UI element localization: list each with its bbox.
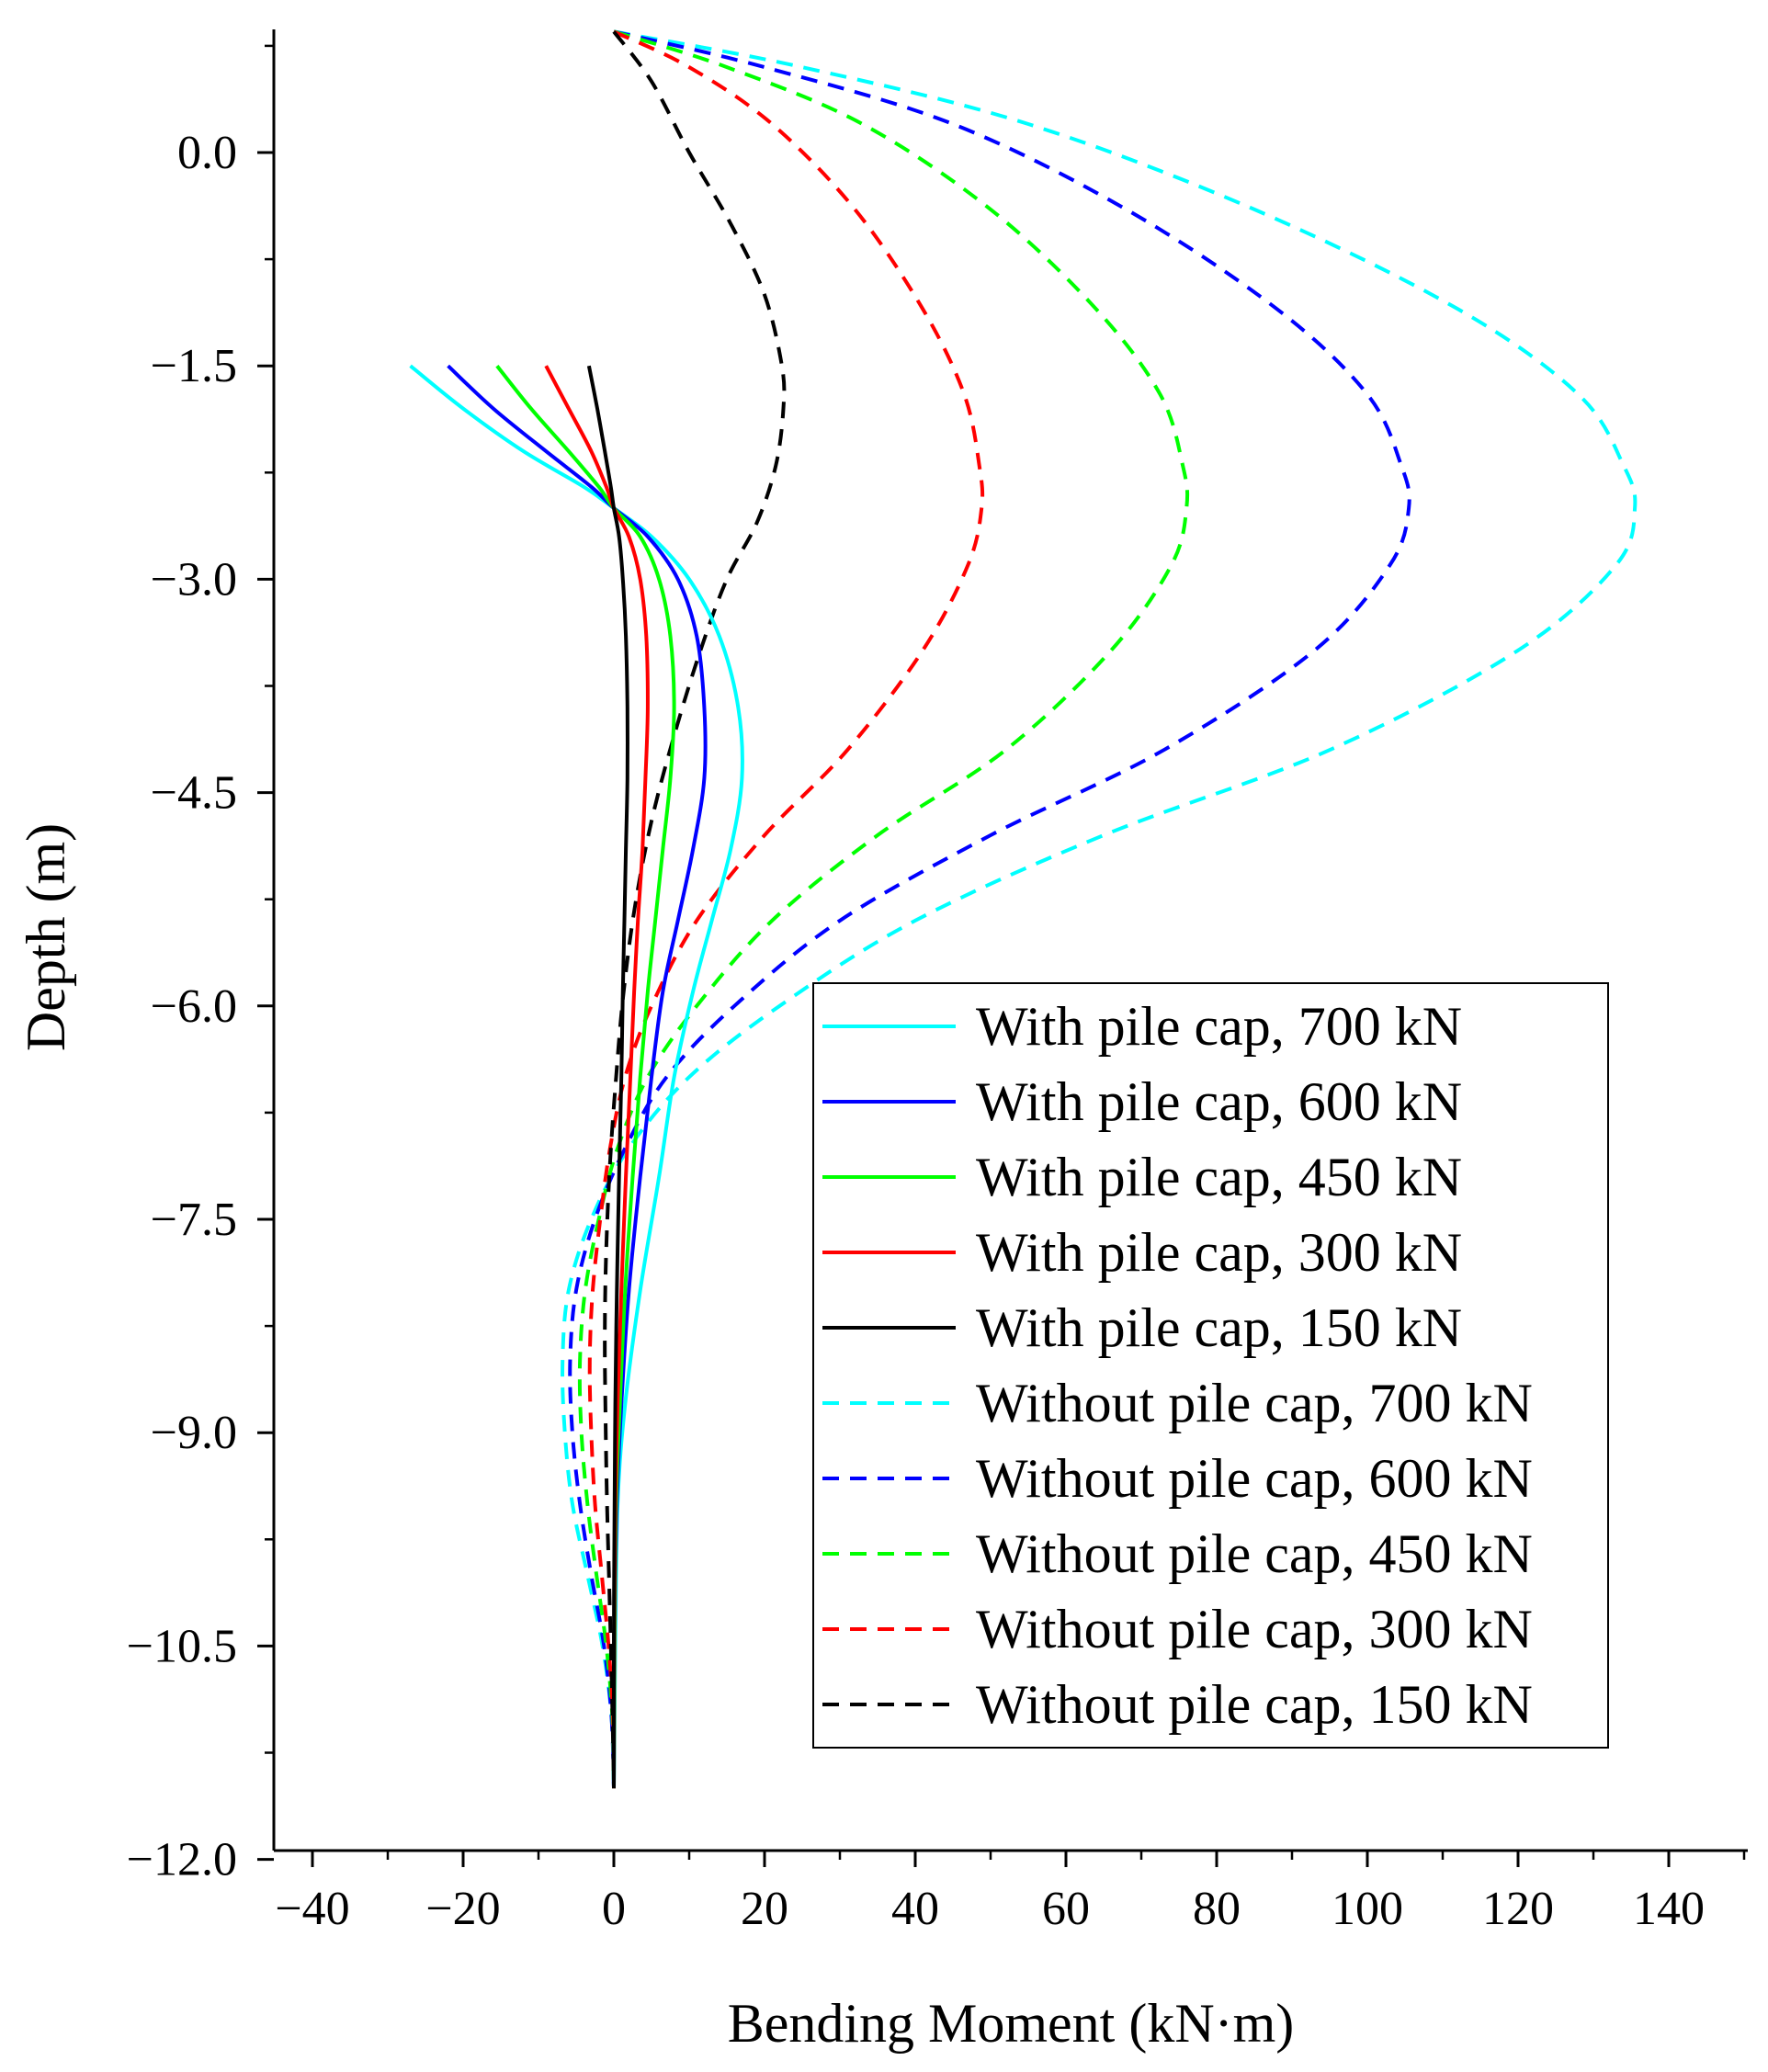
x-tick-label: 120	[1482, 1883, 1554, 1935]
legend-label: Without pile cap, 150 kN	[976, 1674, 1533, 1735]
y-tick-label: −9.0	[151, 1407, 237, 1459]
y-axis-title: Depth (m)	[16, 823, 76, 1051]
legend-label: With pile cap, 600 kN	[976, 1071, 1462, 1132]
legend-label: Without pile cap, 300 kN	[976, 1599, 1533, 1659]
legend-label: Without pile cap, 600 kN	[976, 1448, 1533, 1509]
series-line-without-pile-cap-600-kn	[568, 29, 1411, 1789]
legend-label: Without pile cap, 700 kN	[976, 1373, 1533, 1433]
axes-group	[272, 29, 1748, 1852]
series-line-without-pile-cap-300-kn	[587, 29, 985, 1789]
series-line-without-pile-cap-450-kn	[577, 29, 1190, 1789]
x-tick-label: −20	[425, 1883, 500, 1935]
x-tick-label: 100	[1332, 1883, 1403, 1935]
legend-label: With pile cap, 700 kN	[976, 996, 1462, 1057]
y-axis-ticks: 0.0 −1.5 −3.0 −4.5 −6.0 −7.5 −9.0 −10.5 −12.0	[127, 44, 274, 1886]
x-tick-label: 80	[1193, 1883, 1241, 1935]
y-tick-label: −4.5	[151, 767, 237, 820]
series-line-with-pile-cap-450-kn	[495, 364, 676, 1789]
legend-label: With pile cap, 150 kN	[976, 1297, 1462, 1358]
legend-label: With pile cap, 450 kN	[976, 1147, 1462, 1207]
series-line-with-pile-cap-700-kn	[409, 364, 744, 1789]
series-line-without-pile-cap-700-kn	[561, 29, 1638, 1789]
y-tick-label: −3.0	[151, 553, 237, 606]
y-tick-label: 0.0	[177, 127, 237, 179]
x-tick-label: 0	[602, 1883, 626, 1935]
series-group	[409, 29, 1638, 1789]
x-tick-label: 60	[1042, 1883, 1090, 1935]
y-tick-label: −7.5	[151, 1194, 237, 1246]
legend-box	[812, 982, 1609, 1749]
x-tick-label: 140	[1633, 1883, 1705, 1935]
legend-label: Without pile cap, 450 kN	[976, 1523, 1533, 1584]
y-tick-label: −10.5	[127, 1620, 237, 1672]
y-tick-label: −6.0	[151, 980, 237, 1033]
series-line-with-pile-cap-150-kn	[586, 365, 629, 1789]
x-axis-title: Bending Moment (kN·m)	[728, 1993, 1295, 2054]
x-tick-label: 20	[741, 1883, 788, 1935]
x-axis-ticks: −40 −20 0 20 40 60 80 100 120 140	[275, 1851, 1746, 1935]
series-line-without-pile-cap-150-kn	[603, 30, 787, 1789]
x-tick-label: −40	[275, 1883, 349, 1935]
y-tick-label: −12.0	[127, 1834, 237, 1886]
legend: With pile cap, 700 kN With pile cap, 600 …	[812, 982, 1609, 1749]
y-tick-label: −1.5	[151, 340, 237, 392]
x-tick-label: 40	[891, 1883, 939, 1935]
legend-label: With pile cap, 300 kN	[976, 1222, 1462, 1283]
